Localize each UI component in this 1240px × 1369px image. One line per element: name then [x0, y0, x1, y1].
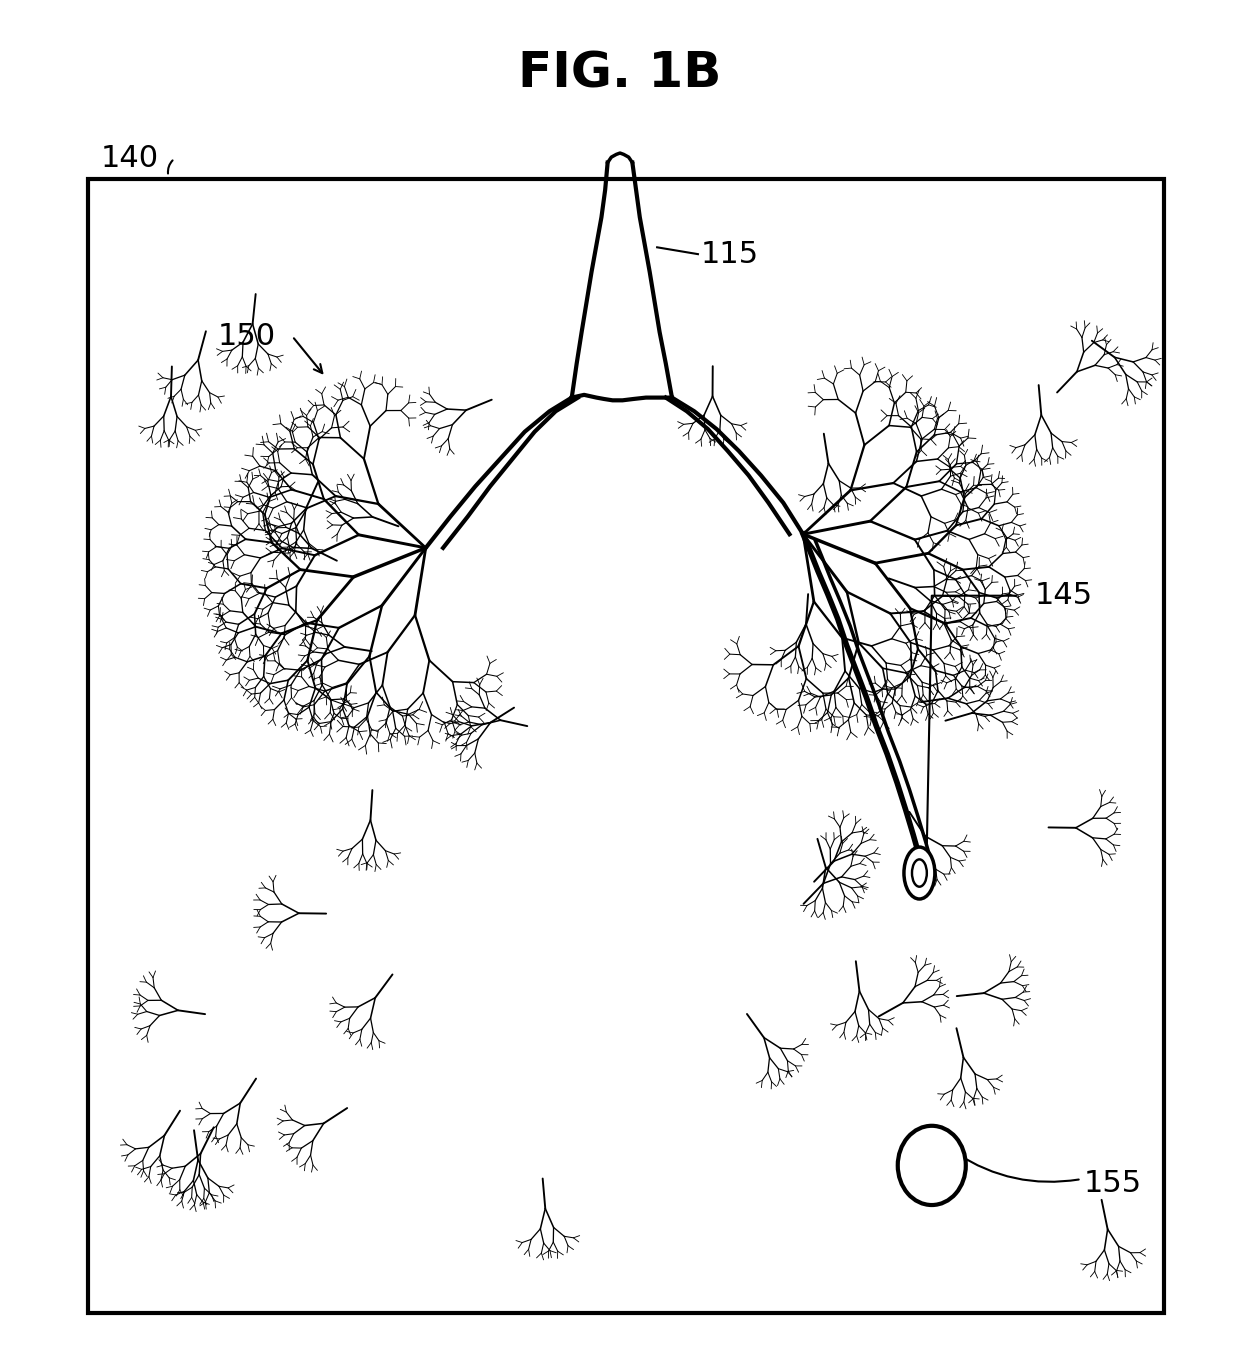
- Text: 140: 140: [100, 144, 159, 172]
- Bar: [88, 179, 1164, 1313]
- Text: 145: 145: [1034, 582, 1092, 611]
- Text: 155: 155: [1084, 1169, 1142, 1198]
- Ellipse shape: [904, 847, 935, 899]
- Text: 150: 150: [218, 322, 277, 350]
- Ellipse shape: [911, 860, 926, 887]
- Text: 115: 115: [701, 240, 759, 268]
- Text: FIG. 1B: FIG. 1B: [518, 49, 722, 97]
- Ellipse shape: [898, 1125, 966, 1205]
